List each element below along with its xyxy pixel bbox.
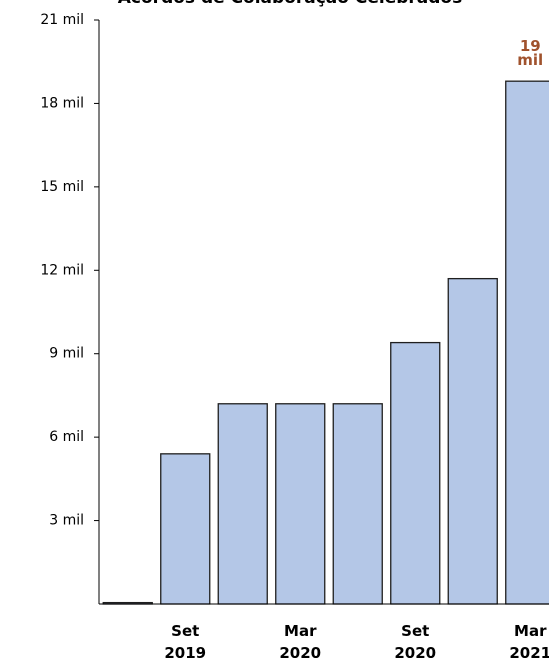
chart-title: Acordos de Colaboração Celebrados: [118, 0, 462, 8]
x-tick-label: Mar 2020: [279, 622, 322, 662]
bar: [447, 277, 498, 605]
x-tick-label: Set 2019: [164, 622, 207, 662]
bar: [332, 403, 383, 605]
x-tick-label: Mar 2021: [509, 622, 549, 662]
y-tick-label: 9 mil: [49, 346, 84, 362]
y-tick-label: 6 mil: [49, 429, 84, 445]
bar: [160, 453, 211, 605]
y-tick-label: 3 mil: [49, 513, 84, 529]
bar: [275, 403, 326, 605]
y-tick-label: 12 mil: [40, 262, 84, 278]
y-tick-label: 15 mil: [40, 179, 84, 195]
bar: [390, 341, 441, 605]
y-tick-label: 21 mil: [40, 12, 84, 28]
y-tick-label: 18 mil: [40, 95, 84, 111]
bar: [217, 403, 268, 605]
value-label: 19 mil: [517, 37, 544, 70]
bar: [505, 80, 549, 605]
x-tick-label: Set 2020: [394, 622, 437, 662]
